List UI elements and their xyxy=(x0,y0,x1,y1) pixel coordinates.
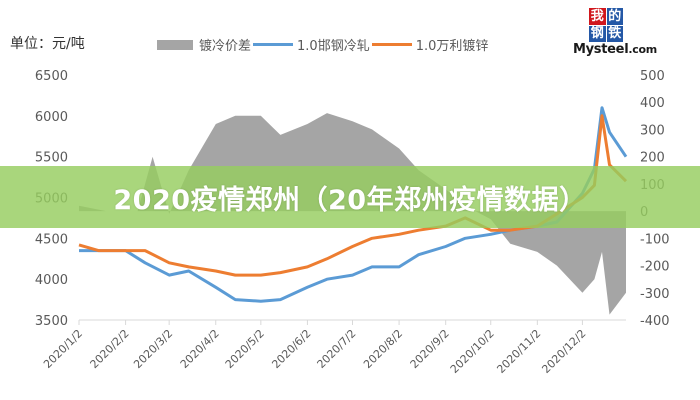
right-axis-label: -100 xyxy=(640,232,670,247)
logo-brand-domain: .com xyxy=(628,43,657,56)
x-tick-label: 2020/9/2 xyxy=(408,327,452,371)
logo-char: 钢 xyxy=(589,25,606,42)
x-tick-label: 2020/2/2 xyxy=(88,327,132,371)
right-axis-label: -300 xyxy=(640,287,670,302)
right-axis-label: 300 xyxy=(640,123,665,138)
x-tick-label: 2020/7/2 xyxy=(314,327,358,371)
right-axis-label: 200 xyxy=(640,151,665,166)
spread-area-series xyxy=(79,113,626,315)
logo-char: 铁 xyxy=(606,25,623,42)
left-axis-label: 3500 xyxy=(35,314,68,329)
right-axis-label: -400 xyxy=(640,314,670,329)
x-tick-label: 2020/11/2 xyxy=(494,327,543,376)
x-tick-label: 2020/1/2 xyxy=(41,327,85,371)
legend-label: 1.0邯钢冷轧 xyxy=(297,39,370,54)
logo-brand-name: Mysteel xyxy=(573,42,629,57)
legend-swatch-line xyxy=(253,43,294,46)
unit-label: 单位：元/吨 xyxy=(10,36,85,52)
legend-item-galvanized: 1.0万利镀锌 xyxy=(371,35,489,54)
x-tick-label: 2020/5/2 xyxy=(223,327,267,371)
legend-label: 镀冷价差 xyxy=(199,39,252,54)
mysteel-logo: 我 的 钢 铁 Mysteel.com xyxy=(573,8,657,60)
legend-item-cold-rolled: 1.0邯钢冷轧 xyxy=(253,35,370,54)
left-axis-label: 6500 xyxy=(35,69,68,84)
legend-label: 1.0万利镀锌 xyxy=(415,39,489,54)
legend-swatch-area xyxy=(157,39,193,50)
x-tick-label: 2020/6/2 xyxy=(269,327,313,371)
x-tick-label: 2020/8/2 xyxy=(361,327,405,371)
x-tick-label: 2020/12/2 xyxy=(539,327,588,376)
chart-legend: 镀冷价差 1.0邯钢冷轧 1.0万利镀锌 xyxy=(157,35,490,54)
logo-mark: 我 的 钢 铁 xyxy=(589,8,623,42)
legend-item-spread: 镀冷价差 xyxy=(157,35,251,54)
left-axis-label: 5500 xyxy=(35,151,68,166)
left-axis-label: 4000 xyxy=(35,273,68,288)
logo-brand: Mysteel.com xyxy=(573,42,657,57)
x-tick-label: 2020/10/2 xyxy=(448,327,497,376)
x-tick-label: 2020/3/2 xyxy=(131,327,175,371)
title-banner xyxy=(0,166,700,228)
x-tick-label: 2020/4/2 xyxy=(178,327,222,371)
right-axis-label: 400 xyxy=(640,96,665,111)
logo-char: 我 xyxy=(589,8,606,25)
logo-char: 的 xyxy=(606,8,623,25)
right-axis-label: -200 xyxy=(640,260,670,275)
banner-title: 2020疫情郑州（20年郑州疫情数据） xyxy=(113,184,587,216)
left-axis-label: 6000 xyxy=(35,110,68,125)
left-axis-label: 4500 xyxy=(35,232,68,247)
right-axis-label: 500 xyxy=(640,69,665,84)
legend-swatch-line xyxy=(371,43,412,46)
